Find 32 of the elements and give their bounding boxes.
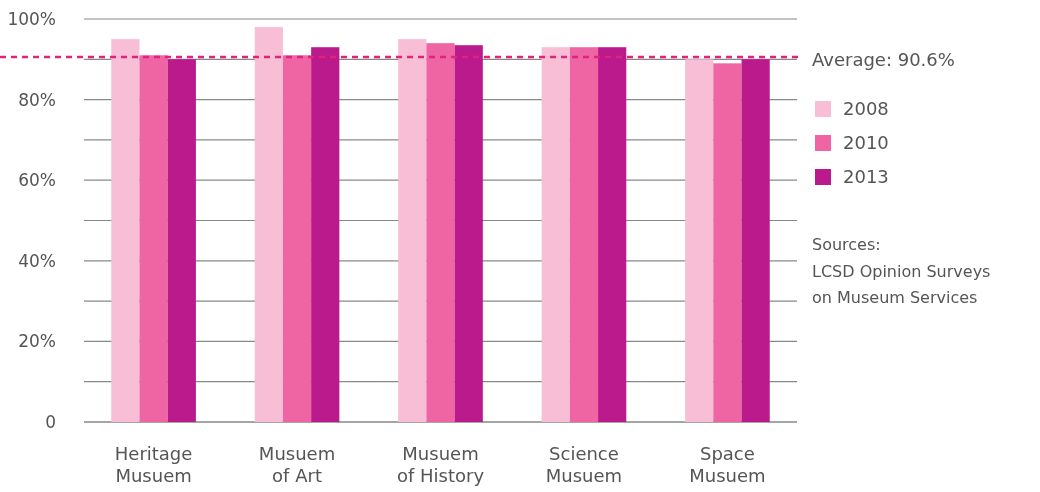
- bar: [685, 59, 714, 422]
- legend-label: 2010: [843, 132, 889, 154]
- bar: [598, 47, 627, 422]
- y-tick-label: 80%: [18, 89, 56, 110]
- legend-label: 2008: [843, 98, 889, 120]
- y-tick-label: 60%: [18, 170, 56, 191]
- bar: [311, 47, 340, 422]
- bar: [111, 39, 140, 422]
- bar: [282, 55, 312, 422]
- bar: [454, 45, 483, 422]
- bar: [569, 47, 599, 422]
- y-tick-label: 0: [45, 411, 56, 432]
- bar: [713, 63, 742, 422]
- bar: [426, 43, 455, 422]
- bar: [254, 27, 283, 422]
- bar: [541, 47, 570, 422]
- x-tick-label: Heritage Musuem: [114, 443, 193, 486]
- bar: [741, 59, 770, 422]
- bar: [398, 39, 427, 422]
- text: LCSD Opinion Surveys on Museum Services: [812, 262, 991, 307]
- source-note: Sources:: [812, 235, 881, 254]
- y-tick-label: 100%: [7, 8, 56, 29]
- y-tick-label: 20%: [18, 331, 56, 352]
- x-tick-label: Space Musuem: [689, 443, 766, 486]
- y-tick-label: 40%: [18, 250, 56, 271]
- x-tick-label: Musuem of History: [396, 443, 485, 486]
- bar: [139, 55, 168, 422]
- legend-label: 2013: [843, 166, 889, 188]
- x-tick-label: Science Musuem: [545, 443, 623, 486]
- ref-line-label: Average: 90.6%: [812, 48, 955, 70]
- x-tick-label: Musuem of Art: [258, 443, 336, 486]
- bar: [167, 59, 196, 422]
